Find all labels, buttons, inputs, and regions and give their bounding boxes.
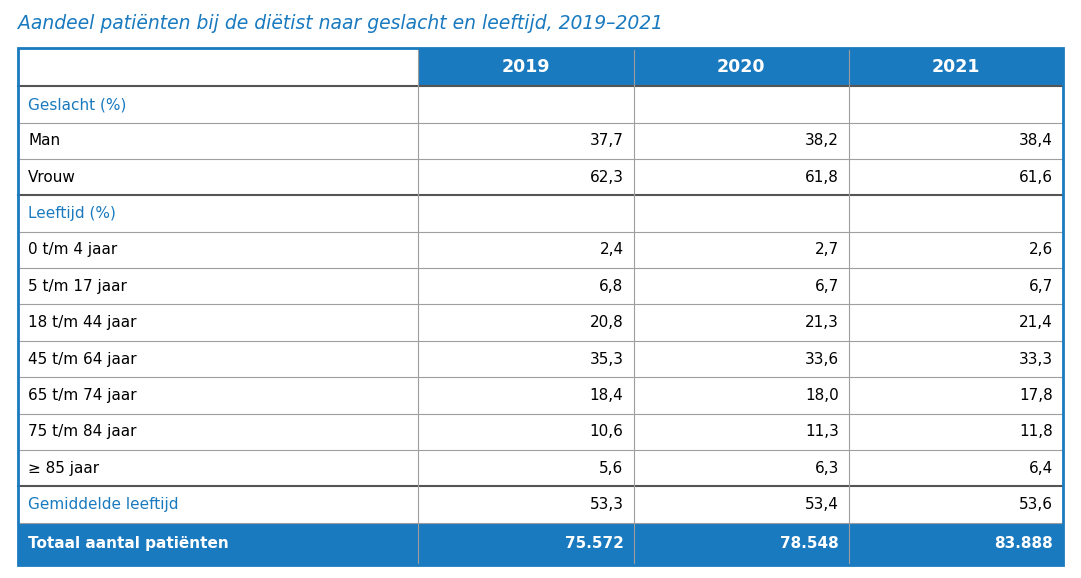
Text: 17,8: 17,8: [1019, 388, 1053, 403]
Text: 38,2: 38,2: [805, 134, 839, 149]
Bar: [18, 48, 418, 86]
Bar: [18, 450, 1063, 486]
Text: 5,6: 5,6: [599, 461, 624, 476]
Text: ≥ 85 jaar: ≥ 85 jaar: [28, 461, 99, 476]
Text: 33,6: 33,6: [804, 351, 839, 366]
Text: 6,8: 6,8: [599, 279, 624, 294]
Text: 18,0: 18,0: [805, 388, 839, 403]
Text: 62,3: 62,3: [589, 170, 624, 185]
Text: Leeftijd (%): Leeftijd (%): [28, 206, 116, 221]
Text: Totaal aantal patiënten: Totaal aantal patiënten: [28, 536, 229, 551]
Bar: [18, 341, 1063, 377]
Text: 11,3: 11,3: [805, 424, 839, 439]
Text: 11,8: 11,8: [1019, 424, 1053, 439]
Text: 37,7: 37,7: [589, 134, 624, 149]
Bar: [18, 232, 1063, 268]
Text: 21,4: 21,4: [1019, 315, 1053, 330]
Text: 6,7: 6,7: [814, 279, 839, 294]
Text: 6,3: 6,3: [814, 461, 839, 476]
Text: 83.888: 83.888: [995, 536, 1053, 551]
Text: 33,3: 33,3: [1019, 351, 1053, 366]
Text: 21,3: 21,3: [805, 315, 839, 330]
Text: 2,4: 2,4: [599, 242, 624, 257]
Text: 45 t/m 64 jaar: 45 t/m 64 jaar: [28, 351, 136, 366]
Bar: [18, 48, 1063, 565]
Text: 10,6: 10,6: [589, 424, 624, 439]
Text: 5 t/m 17 jaar: 5 t/m 17 jaar: [28, 279, 126, 294]
Bar: [18, 377, 1063, 413]
Text: Man: Man: [28, 134, 61, 149]
Text: 2019: 2019: [502, 58, 550, 76]
Text: 75.572: 75.572: [564, 536, 624, 551]
Bar: [849, 48, 1063, 86]
Bar: [418, 48, 633, 86]
Text: 53,6: 53,6: [1019, 497, 1053, 512]
Bar: [18, 123, 1063, 159]
Bar: [18, 413, 1063, 450]
Text: 53,3: 53,3: [589, 497, 624, 512]
Bar: [18, 486, 1063, 523]
Text: 20,8: 20,8: [590, 315, 624, 330]
Bar: [18, 523, 1063, 565]
Text: 6,4: 6,4: [1029, 461, 1053, 476]
Text: Geslacht (%): Geslacht (%): [28, 97, 126, 112]
Text: 0 t/m 4 jaar: 0 t/m 4 jaar: [28, 242, 117, 257]
Bar: [18, 195, 1063, 232]
Bar: [18, 86, 1063, 123]
Text: 2,7: 2,7: [815, 242, 839, 257]
Text: 2,6: 2,6: [1029, 242, 1053, 257]
Bar: [18, 159, 1063, 195]
Text: 2020: 2020: [717, 58, 765, 76]
Text: 6,7: 6,7: [1029, 279, 1053, 294]
Bar: [633, 48, 849, 86]
Text: 75 t/m 84 jaar: 75 t/m 84 jaar: [28, 424, 136, 439]
Text: 53,4: 53,4: [805, 497, 839, 512]
Text: Vrouw: Vrouw: [28, 170, 76, 185]
Text: 78.548: 78.548: [780, 536, 839, 551]
Text: 65 t/m 74 jaar: 65 t/m 74 jaar: [28, 388, 136, 403]
Text: Aandeel patiënten bij de diëtist naar geslacht en leeftijd, 2019–2021: Aandeel patiënten bij de diëtist naar ge…: [18, 14, 663, 33]
Bar: [18, 305, 1063, 341]
Text: 38,4: 38,4: [1019, 134, 1053, 149]
Text: Gemiddelde leeftijd: Gemiddelde leeftijd: [28, 497, 178, 512]
Text: 61,8: 61,8: [805, 170, 839, 185]
Text: 35,3: 35,3: [589, 351, 624, 366]
Text: 2021: 2021: [932, 58, 980, 76]
Text: 18 t/m 44 jaar: 18 t/m 44 jaar: [28, 315, 136, 330]
Bar: [18, 268, 1063, 305]
Text: 18,4: 18,4: [590, 388, 624, 403]
Text: 61,6: 61,6: [1019, 170, 1053, 185]
